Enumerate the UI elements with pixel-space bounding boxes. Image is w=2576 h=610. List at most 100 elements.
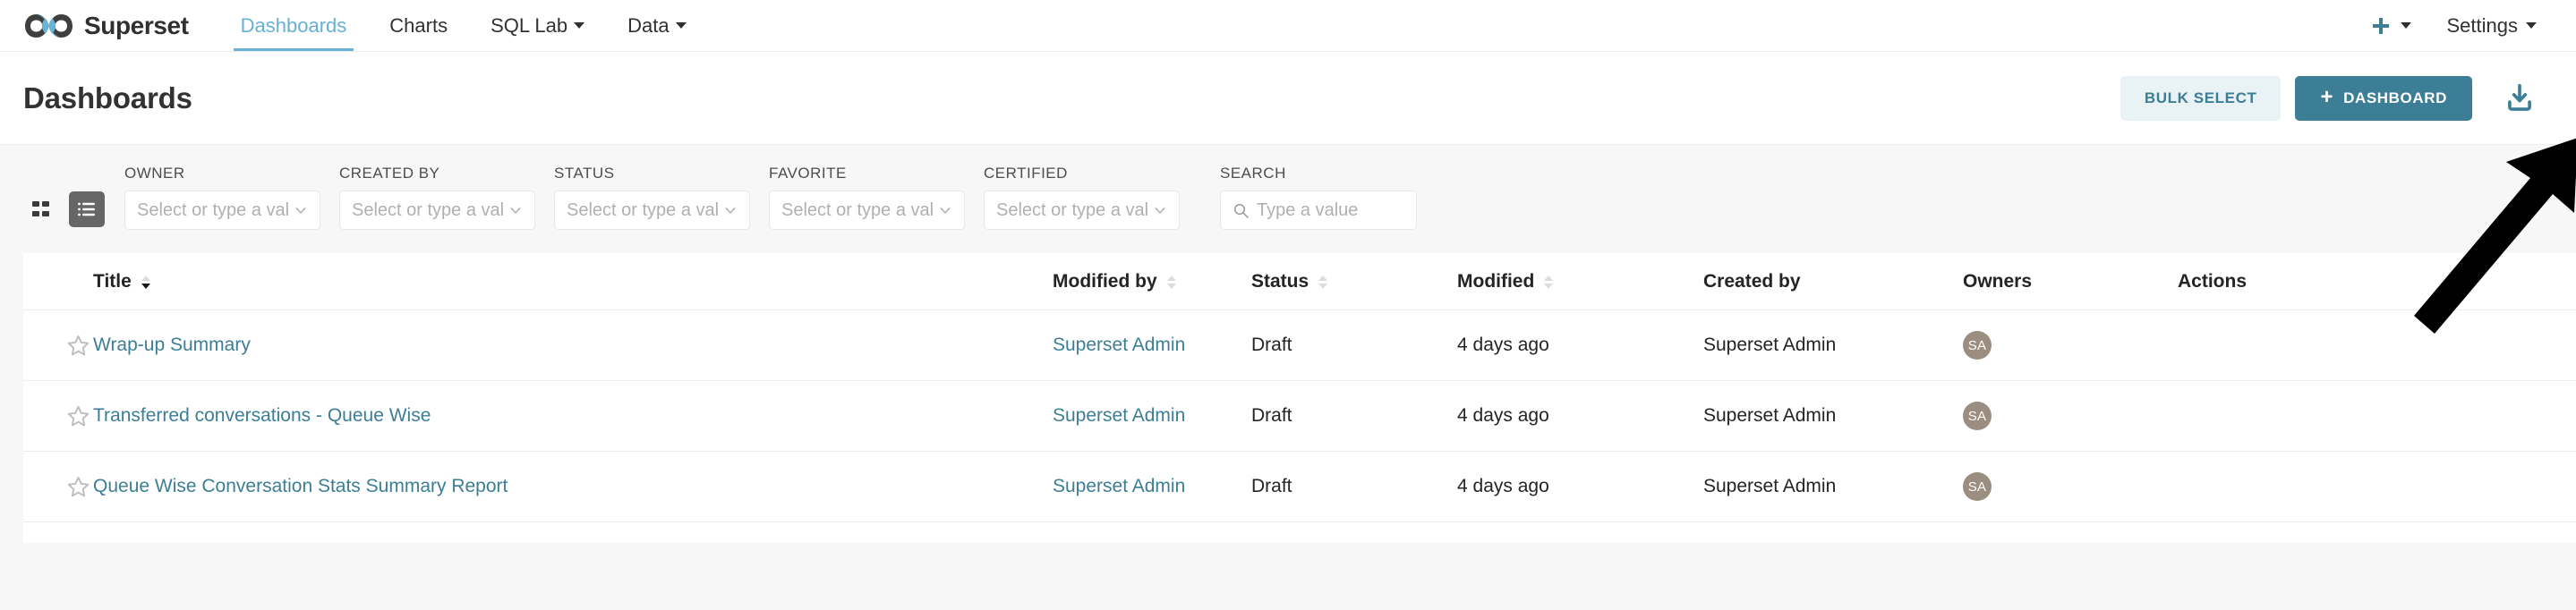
new-dashboard-button[interactable]: + DASHBOARD [2295,75,2472,121]
dashboard-title-link[interactable]: Transferred conversations - Queue Wise [93,405,431,426]
filter-label: FAVORITE [769,165,847,182]
star-icon[interactable] [66,404,90,428]
certified-select[interactable]: Select or type a value [984,191,1180,230]
star-icon[interactable] [66,475,90,499]
chevron-down-icon [675,22,687,29]
filter-label: CERTIFIED [984,165,1068,182]
card-view-toggle[interactable] [23,191,59,227]
avatar[interactable]: SA [1963,331,1992,360]
filter-created-by: CREATED BY Select or type a value [339,165,535,230]
cell-favorite[interactable] [23,451,93,522]
cell-favorite[interactable] [23,309,93,381]
created-by-select-placeholder: Select or type a value [352,199,503,220]
navbar-right: Settings [2354,0,2576,51]
dashboard-title-link[interactable]: Queue Wise Conversation Stats Summary Re… [93,476,508,496]
cell-modified-by[interactable]: Superset Admin [1053,451,1251,522]
dashboards-table: Title Modified by Status [23,253,2576,543]
dashboard-title-link[interactable]: Wrap-up Summary [93,335,251,355]
superset-infinity-logo-icon [25,13,73,38]
cell-modified [1457,521,1703,543]
avatar[interactable]: SA [1963,402,1992,430]
cell-actions [2178,380,2576,452]
nav-item-data[interactable]: Data [606,0,707,51]
modified-by-link[interactable]: Superset Admin [1053,335,1186,355]
th-actions: Actions [2178,253,2576,310]
brand-logo-link[interactable]: Superset [23,0,219,51]
list-view-toggle[interactable] [69,191,105,227]
created-by-select[interactable]: Select or type a value [339,191,535,230]
sort-indicator [1318,275,1328,289]
cell-actions [2178,451,2576,522]
table-row[interactable]: Transferred conversations - Queue Wise S… [23,380,2576,452]
search-input-wrapper[interactable]: Type a value [1220,191,1417,230]
created-by-text: Superset Admin [1703,405,1837,426]
bulk-select-button[interactable]: BULK SELECT [2120,75,2282,121]
nav-item-charts[interactable]: Charts [368,0,469,51]
modified-text: 4 days ago [1457,335,1549,355]
created-by-text: Superset Admin [1703,335,1837,355]
th-modified[interactable]: Modified [1457,253,1703,310]
th-title-label: Title [93,271,132,292]
th-modified-by[interactable]: Modified by [1053,253,1251,310]
table-row[interactable]: Wrap-up Summary Superset Admin Draft 4 d… [23,309,2576,381]
navbar-menu: Dashboards Charts SQL Lab Data [219,0,708,51]
th-created-by: Created by [1703,253,1963,310]
table-row[interactable]: Queue Wise Conversation Stats Summary Re… [23,451,2576,522]
cell-modified-by[interactable]: Superset Admin [1053,309,1251,381]
cell-favorite[interactable] [23,380,93,452]
chevron-down-icon [510,208,521,215]
cell-modified-by[interactable] [1053,521,1251,543]
nav-item-label: Data [627,13,670,37]
certified-select-placeholder: Select or type a value [996,199,1147,220]
chevron-down-icon [295,208,306,215]
created-by-text: Superset Admin [1703,476,1837,496]
th-title[interactable]: Title [93,253,1053,310]
cell-title[interactable]: Wrap-up Summary [93,309,1053,381]
th-modified-by-label: Modified by [1053,271,1157,292]
th-status[interactable]: Status [1251,253,1457,310]
th-created-by-label: Created by [1703,271,1801,292]
cell-favorite[interactable] [23,521,93,543]
filter-certified: CERTIFIED Select or type a value [984,165,1180,230]
import-dashboard-button[interactable] [2486,76,2546,121]
new-item-menu-button[interactable] [2354,15,2427,37]
chevron-down-icon [2400,22,2411,29]
star-icon[interactable] [66,334,90,358]
cell-modified-by[interactable]: Superset Admin [1053,380,1251,452]
cell-created-by: Superset Admin [1703,380,1963,452]
table-head: Title Modified by Status [23,253,2576,310]
cell-title[interactable] [93,521,1053,543]
top-navbar: Superset Dashboards Charts SQL Lab Data [0,0,2576,52]
grid-view-icon [32,201,49,216]
cell-actions [2178,521,2576,543]
view-mode-toggle-group [23,191,105,230]
settings-menu-button[interactable]: Settings [2431,14,2546,38]
cell-title[interactable]: Transferred conversations - Queue Wise [93,380,1053,452]
modified-by-link[interactable]: Superset Admin [1053,405,1186,426]
filter-label: CREATED BY [339,165,440,182]
modified-by-link[interactable]: Superset Admin [1053,476,1186,496]
status-select[interactable]: Select or type a value [554,191,750,230]
owner-select[interactable]: Select or type a value [124,191,320,230]
favorite-select[interactable]: Select or type a value [769,191,965,230]
cell-title[interactable]: Queue Wise Conversation Stats Summary Re… [93,451,1053,522]
cell-modified: 4 days ago [1457,451,1703,522]
nav-item-sql-lab[interactable]: SQL Lab [469,0,606,51]
th-modified-label: Modified [1457,271,1535,292]
cell-owners: SA [1963,451,2178,522]
avatar[interactable]: SA [1963,472,1992,501]
status-text: Draft [1251,405,1292,426]
chevron-down-icon [725,208,736,215]
cell-owners: SA [1963,309,2178,381]
table-body: Wrap-up Summary Superset Admin Draft 4 d… [23,309,2576,543]
settings-label: Settings [2446,13,2519,37]
filter-favorite: FAVORITE Select or type a value [769,165,965,230]
nav-item-dashboards[interactable]: Dashboards [219,0,369,51]
plus-icon [2372,17,2389,34]
nav-item-label: SQL Lab [490,13,568,37]
status-select-placeholder: Select or type a value [567,199,718,220]
filter-label: OWNER [124,165,185,182]
table-row[interactable] [23,521,2576,543]
filter-search: SEARCH Type a value [1220,165,1417,230]
th-favorite [23,253,93,310]
